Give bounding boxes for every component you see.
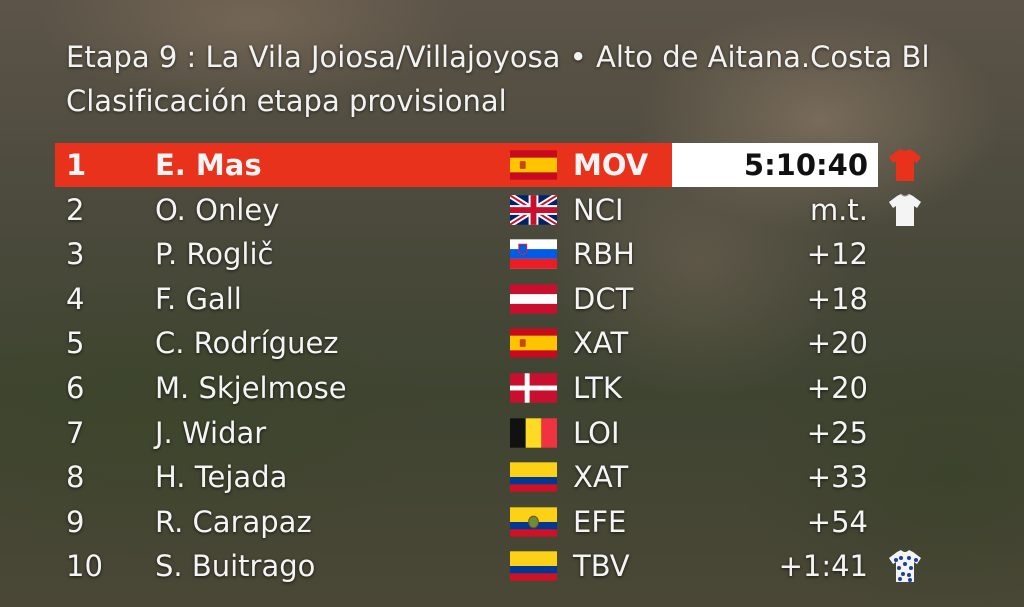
flag (510, 462, 557, 492)
rank: 1 (66, 148, 87, 182)
jersey-icon (889, 550, 921, 583)
team-code: LTK (573, 371, 622, 405)
flag (510, 373, 557, 403)
rank: 3 (66, 237, 85, 272)
stage-title: Etapa 9 : La Vila Joiosa/Villajoyosa • A… (66, 40, 930, 74)
standing-row: 4 F. Gall DCT +18 (55, 277, 878, 321)
flag (510, 507, 557, 537)
rider-name: P. Roglič (155, 237, 274, 272)
standing-row: 3 P. Roglič RBH +12 (55, 232, 878, 276)
rank: 4 (66, 281, 85, 316)
standing-row: 6 M. Skjelmose LTK +20 (55, 366, 878, 410)
time-gap: +1:41 (778, 549, 868, 584)
flag (510, 328, 557, 359)
time-gap: +12 (806, 237, 868, 272)
rank: 9 (66, 504, 85, 539)
jersey-icon (889, 193, 921, 226)
team-code: MOV (573, 148, 649, 182)
standing-row: 2 O. Onley NCI m.t. (55, 188, 921, 232)
standing-row: 5 C. Rodríguez XAT +20 (55, 321, 878, 365)
standing-row: 7 J. Widar LOI +25 (55, 411, 878, 455)
team-code: EFE (573, 504, 627, 539)
rank: 5 (66, 326, 85, 361)
rider-name: M. Skjelmose (155, 371, 347, 405)
team-code: TBV (573, 549, 630, 584)
flag (510, 194, 557, 225)
rider-name: F. Gall (155, 281, 242, 316)
rider-name: C. Rodríguez (155, 326, 339, 361)
time-gap: m.t. (809, 192, 868, 227)
rank: 7 (66, 415, 85, 450)
rider-name: R. Carapaz (155, 504, 312, 539)
team-code: NCI (573, 192, 624, 227)
rider-name: E. Mas (155, 148, 262, 182)
rider-name: J. Widar (155, 415, 267, 450)
time-box (672, 143, 878, 187)
flag (510, 551, 557, 582)
time-gap: +20 (806, 326, 868, 361)
team-code: LOI (573, 415, 620, 450)
rank: 6 (66, 371, 85, 405)
team-code: XAT (573, 326, 629, 361)
team-code: DCT (573, 281, 634, 316)
standing-row: 9 R. Carapaz EFE +54 (55, 500, 878, 544)
time-gap: +20 (806, 371, 868, 405)
time-gap: +33 (806, 460, 868, 495)
time-gap: +25 (806, 415, 868, 450)
team-code: RBH (573, 237, 635, 272)
time-gap: 5:10:40 (743, 148, 868, 182)
time-gap: +18 (806, 281, 868, 316)
rider-name: S. Buitrago (155, 549, 316, 584)
flag (510, 150, 557, 180)
standing-row: 8 H. Tejada XAT +33 (55, 455, 878, 499)
time-gap: +54 (806, 504, 868, 539)
flag (510, 417, 557, 448)
team-code: XAT (573, 460, 629, 495)
rank: 10 (66, 549, 103, 584)
flag (510, 284, 557, 314)
standing-row: 10 S. Buitrago TBV +1:41 (55, 544, 921, 588)
flag (510, 239, 557, 269)
rank: 2 (66, 192, 85, 227)
rank: 8 (66, 460, 85, 495)
jersey-icon (889, 149, 921, 181)
rider-name: H. Tejada (155, 460, 288, 495)
standing-row: 1 E. Mas MOV 5:10:40 (55, 143, 921, 187)
stage-subtitle: Clasificación etapa provisional (66, 84, 507, 118)
rider-name: O. Onley (155, 192, 280, 227)
